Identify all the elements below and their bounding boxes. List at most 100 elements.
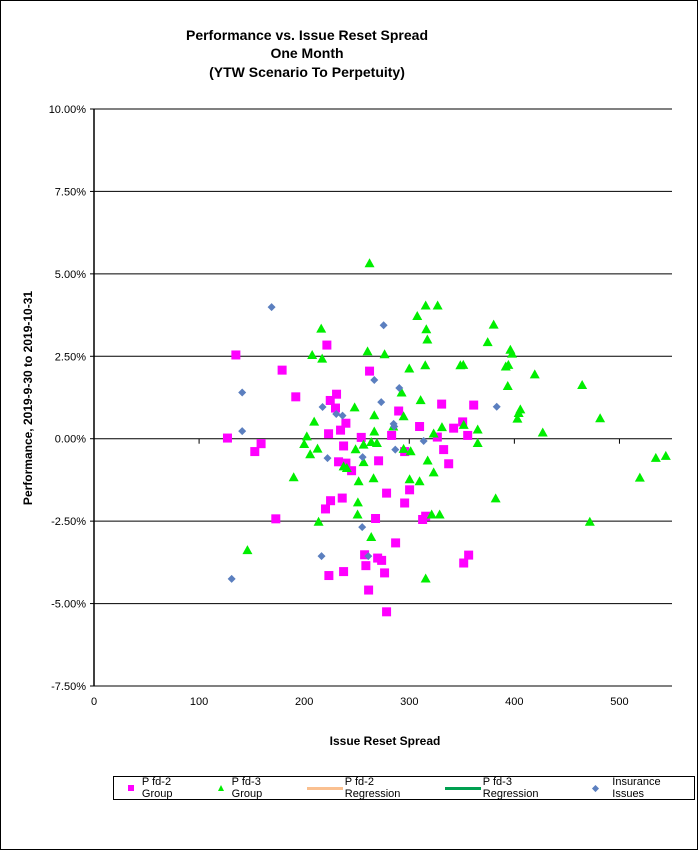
pfd3-point [420,300,431,310]
pfd3-point [422,334,433,344]
y-tick-label: 10.00% [49,104,87,116]
pfd3-point [436,422,447,432]
pfd3-point [426,509,437,519]
pfd3-point [317,353,328,363]
pfd3-point [369,426,380,436]
pfd2-point [337,493,347,503]
y-tick-label: -7.50% [51,681,86,693]
insurance-point [358,453,367,462]
pfd3-point [577,379,588,389]
pfd2-point [364,585,374,595]
pfd3-point [420,573,431,583]
pfd2-point [437,399,447,409]
pfd3-point [350,444,361,454]
pfd2-point [394,406,404,416]
pfd2-point [464,550,474,560]
pfd3-point [529,369,540,379]
line-marker-icon [445,786,481,790]
pfd2-point [444,459,454,469]
insurance-point [364,552,373,561]
pfd3-point [537,427,548,437]
pfd3-point [358,457,369,467]
insurance-point [391,445,400,454]
pfd3-point [595,413,606,423]
y-tick-label: -2.50% [51,516,86,528]
chart-title: Performance vs. Issue Reset Spread [185,27,428,43]
pfd3-point [405,446,416,456]
pfd3-point [458,359,469,369]
x-tick-label: 400 [505,696,523,708]
pfd2-point [374,456,384,466]
pfd3-point [362,346,373,356]
pfd2-point [469,400,479,410]
pfd2-point [356,432,366,442]
insurance-point [390,422,399,431]
pfd3-point [352,497,363,507]
pfd3-point [415,395,426,405]
legend-item-pfd3: P fd-3 Group [217,776,294,800]
pfd3-point [366,531,377,541]
pfd3-point [316,323,327,333]
pfd3-point [398,411,409,421]
pfd3-point [313,516,324,526]
pfd2-point [256,439,266,449]
insurance-point [370,376,379,385]
pfd2-point [459,558,469,568]
x-axis-label: Issue Reset Spread [329,734,441,748]
insurance-point [267,303,276,312]
legend-item-insurance: Insurance Issues [592,776,694,800]
legend-item-pfd2-regression: P fd-2 Regression [307,776,431,800]
y-tick-label: -5.00% [51,599,86,611]
pfd3-point [341,463,352,473]
insurance-point [332,409,341,418]
x-tick-label: 0 [91,696,97,708]
x-tick-label: 500 [610,696,628,708]
pfd3-point [288,472,299,482]
insurance-point [377,398,386,407]
legend: P fd-2 Group P fd-3 Group P fd-2 Regress… [113,776,695,800]
pfd3-point [434,509,445,519]
chart-subtitle: One Month [270,45,344,61]
insurance-point [238,388,247,397]
pfd2-point [382,607,392,617]
pfd3-point [513,407,524,417]
pfd2-point [421,511,431,521]
pfd3-point [371,438,382,448]
pfd2-point [250,447,260,457]
pfd3-point [369,410,380,420]
pfd2-point [405,485,415,495]
pfd3-point [404,363,415,373]
pfd2-point [463,430,473,440]
diamond-marker-icon [592,784,600,792]
pfd3-point [379,349,390,359]
pfd2-point [341,458,351,468]
pfd3-point [634,472,645,482]
pfd3-point [404,474,415,484]
insurance-point [492,402,501,411]
pfd3-point [307,349,318,359]
pfd3-point [312,443,323,453]
legend-item-pfd2: P fd-2 Group [128,776,204,800]
pfd2-point [324,571,334,581]
pfd2-point [361,561,371,571]
pfd3-point [660,450,671,460]
pfd3-point [482,337,493,347]
pfd3-point [358,439,369,449]
pfd2-point [326,496,336,506]
pfd3-point [309,416,320,426]
pfd2-point [382,488,392,498]
pfd3-point [412,311,423,321]
insurance-point [317,552,326,561]
pfd3-point [396,387,407,397]
pfd3-point [650,452,661,462]
insurance-point [238,427,247,436]
legend-item-pfd3-regression: P fd-3 Regression [445,776,569,800]
pfd3-point [502,380,513,390]
pfd3-point [353,476,364,486]
line-marker-icon [307,786,343,790]
pfd3-point [421,324,432,334]
pfd2-point [341,418,351,428]
pfd2-point [439,445,449,455]
pfd3-point [490,493,501,503]
